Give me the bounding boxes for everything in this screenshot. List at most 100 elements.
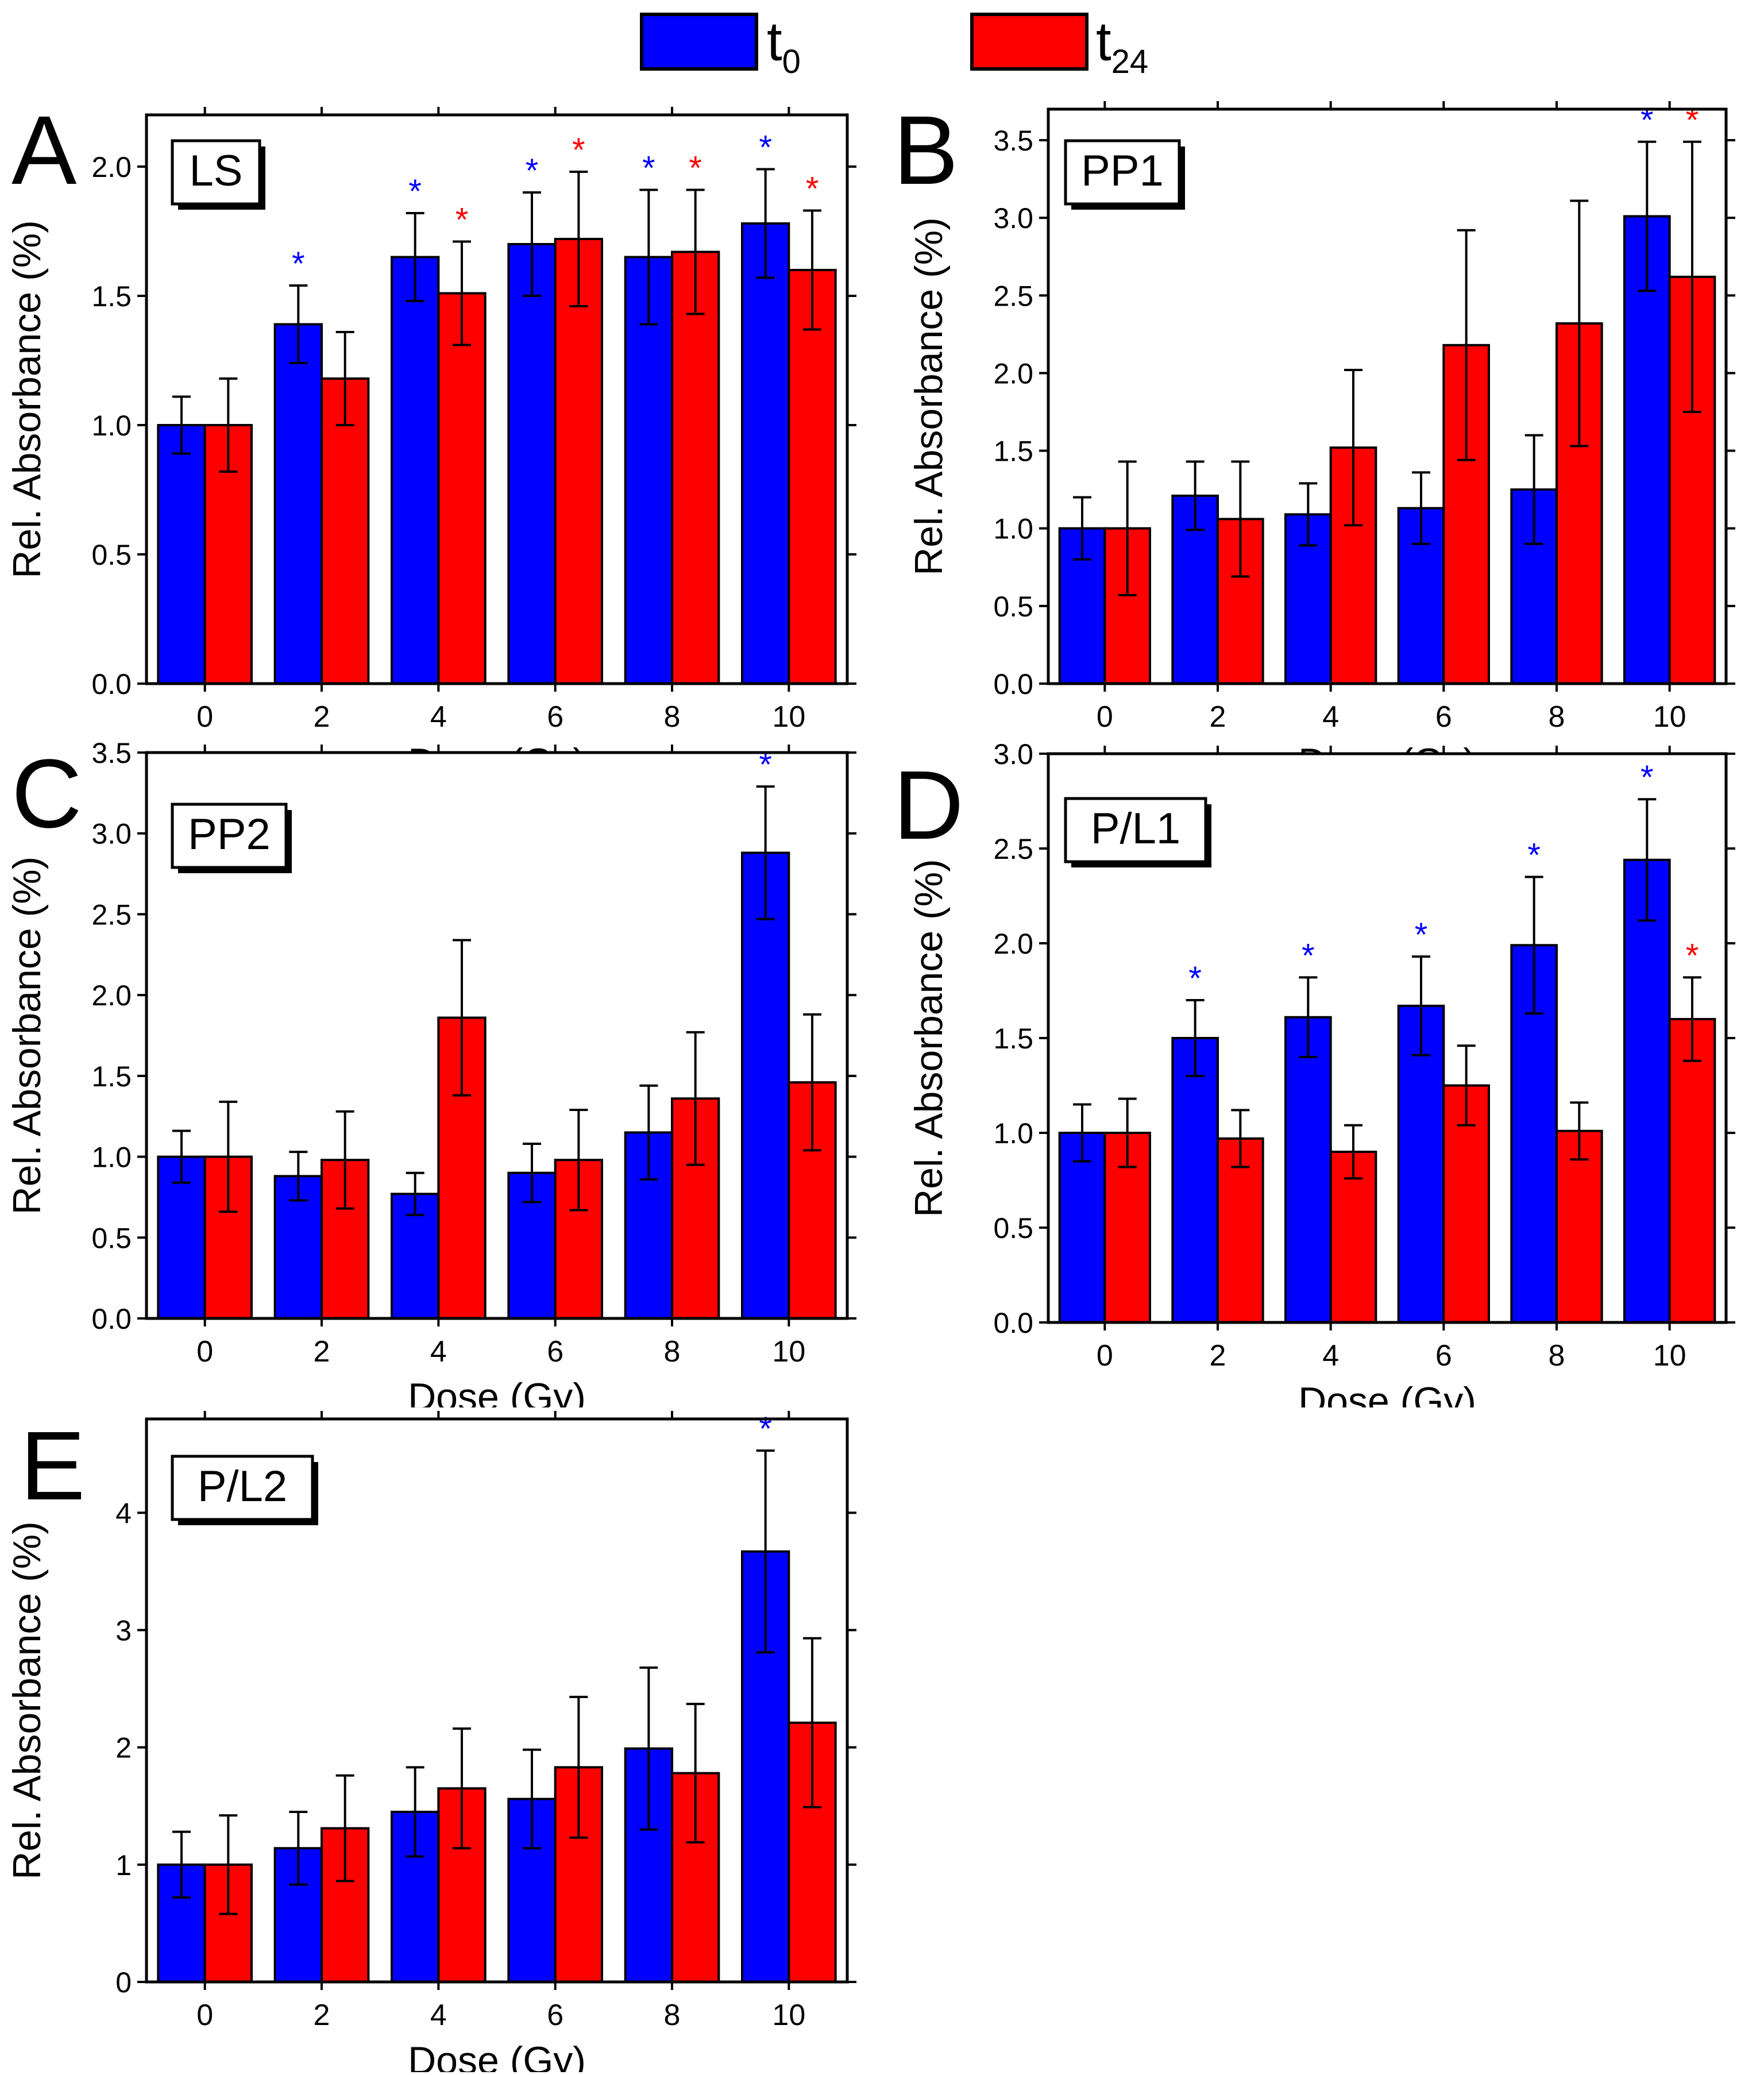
x-tick-label-10: 10 xyxy=(772,700,805,734)
x-tick-label-0: 0 xyxy=(196,700,213,734)
y-tick-label-4: 2.0 xyxy=(993,928,1033,960)
x-tick-label-8: 8 xyxy=(664,1999,681,2032)
y-tick-label-1: 0.5 xyxy=(91,539,132,571)
significance-star-t24-10: * xyxy=(1686,937,1699,974)
significance-star-t0-6: * xyxy=(526,152,539,190)
bar-t0-10 xyxy=(741,222,790,685)
significance-star-t0-10: * xyxy=(759,129,772,167)
bar-t24-4 xyxy=(437,292,487,685)
x-tick-label-0: 0 xyxy=(196,1335,213,1368)
plot-frame xyxy=(1047,107,1728,685)
panel-name: P/L1 xyxy=(1091,804,1180,853)
x-tick-label-10: 10 xyxy=(772,1999,805,2032)
panel-c: 0 2 4 6 8 * 10 0.0 0.5 1.0 1.5 2.0 2.5 3.0 3.5 Dose (Gy… xyxy=(0,737,882,1419)
bar-t0-0 xyxy=(157,424,206,685)
y-axis-label: Rel. Absorbance (%) xyxy=(5,857,49,1215)
x-tick-label-8: 8 xyxy=(664,700,681,734)
x-tick-label-6: 6 xyxy=(1435,1339,1452,1372)
y-tick-label-2: 1.0 xyxy=(993,513,1033,545)
bar-t0-6 xyxy=(507,243,557,685)
y-tick-label-5: 2.5 xyxy=(91,898,132,931)
legend-swatch-t0 xyxy=(640,13,758,71)
y-tick-label-7: 3.5 xyxy=(91,741,132,769)
y-tick-label-5: 2.5 xyxy=(993,833,1033,865)
x-tick-label-6: 6 xyxy=(1435,700,1452,734)
panel-name-box xyxy=(1064,797,1207,863)
y-tick-label-4: 4 xyxy=(115,1497,132,1529)
x-tick-label-10: 10 xyxy=(1653,1339,1686,1372)
y-axis-label: Rel. Absorbance (%) xyxy=(5,1521,49,1880)
legend-swatch-t24 xyxy=(970,13,1088,71)
panel-name-box xyxy=(171,803,288,869)
x-tick-label-10: 10 xyxy=(772,1335,805,1368)
bar-t0-2 xyxy=(273,323,323,685)
bar-t0-10 xyxy=(741,851,790,1320)
bar-t24-2 xyxy=(321,377,370,685)
y-tick-label-3: 1.5 xyxy=(91,280,132,313)
x-tick-label-0: 0 xyxy=(196,1999,213,2032)
y-axis-label: Rel. Absorbance (%) xyxy=(907,859,951,1217)
y-tick-label-2: 2 xyxy=(115,1732,132,1764)
legend: t0 t24 xyxy=(0,0,1764,92)
x-axis-label: Dose (Gy) xyxy=(408,2039,586,2072)
panel-letter: D xyxy=(893,751,964,860)
x-tick-label-2: 2 xyxy=(314,1999,330,2032)
legend-label-t0: t0 xyxy=(767,11,801,80)
x-tick-label-6: 6 xyxy=(547,1335,563,1368)
y-tick-label-6: 3.0 xyxy=(993,741,1033,770)
significance-star-t0-4: * xyxy=(1302,937,1315,974)
significance-star-t0-10: * xyxy=(1641,759,1654,796)
y-tick-label-3: 1.5 xyxy=(993,1023,1033,1055)
panel-letter: E xyxy=(20,1411,85,1521)
bar-t0-10 xyxy=(1623,858,1671,1324)
panel-name-box xyxy=(171,1455,314,1521)
panel-e: 0 2 4 6 8 * 10 0 1 2 3 4 Dose (Gy) Rel. Absorbance (%… xyxy=(0,1396,882,2075)
significance-star-t0-6: * xyxy=(1415,916,1428,954)
significance-star-t0-8: * xyxy=(642,150,655,187)
x-tick-label-4: 4 xyxy=(1322,1339,1339,1372)
x-tick-label-8: 8 xyxy=(1549,1339,1565,1372)
significance-star-t0-10: * xyxy=(1641,102,1654,139)
panel-name: PP2 xyxy=(188,810,271,859)
significance-star-t0-2: * xyxy=(292,245,305,283)
bar-t24-8 xyxy=(671,250,720,685)
y-tick-label-0: 0.0 xyxy=(91,668,132,700)
x-tick-label-2: 2 xyxy=(1210,1339,1226,1372)
bar-t24-10 xyxy=(1668,1018,1716,1324)
panel-name-box xyxy=(171,139,261,206)
x-tick-label-8: 8 xyxy=(664,1335,681,1368)
legend-svg: t0 t24 xyxy=(640,11,1148,80)
x-axis-label: Dose (Gy) xyxy=(1298,1379,1476,1407)
bar-t0-6 xyxy=(1397,1004,1445,1324)
plot-frame xyxy=(145,1417,849,1984)
plot-frame xyxy=(145,751,849,1320)
y-tick-label-0: 0.0 xyxy=(91,1303,132,1335)
significance-star-t24-4: * xyxy=(456,202,469,239)
panel-name: P/L2 xyxy=(198,1462,287,1511)
x-tick-label-4: 4 xyxy=(430,1335,447,1368)
significance-star-t24-8: * xyxy=(689,150,702,187)
significance-star-t0-8: * xyxy=(1527,837,1541,874)
x-tick-label-4: 4 xyxy=(430,1999,447,2032)
x-tick-label-10: 10 xyxy=(1653,700,1686,734)
bar-t0-2 xyxy=(1171,1037,1219,1324)
bar-t0-8 xyxy=(624,256,673,685)
bar-t24-6 xyxy=(554,238,604,685)
significance-star-t0-2: * xyxy=(1188,960,1202,997)
y-tick-label-2: 1.0 xyxy=(91,1141,132,1174)
y-tick-label-4: 2.0 xyxy=(91,979,132,1012)
y-tick-label-1: 0.5 xyxy=(91,1222,132,1254)
significance-star-t0-4: * xyxy=(408,173,422,210)
panel-letter: A xyxy=(11,96,77,205)
y-tick-label-2: 1.0 xyxy=(91,410,132,442)
y-tick-label-3: 1.5 xyxy=(993,435,1033,468)
plot-frame xyxy=(145,113,849,685)
y-tick-label-7: 3.5 xyxy=(993,125,1033,157)
x-tick-label-4: 4 xyxy=(430,700,447,734)
x-tick-label-4: 4 xyxy=(1322,700,1339,734)
y-tick-label-1: 0.5 xyxy=(993,591,1033,623)
